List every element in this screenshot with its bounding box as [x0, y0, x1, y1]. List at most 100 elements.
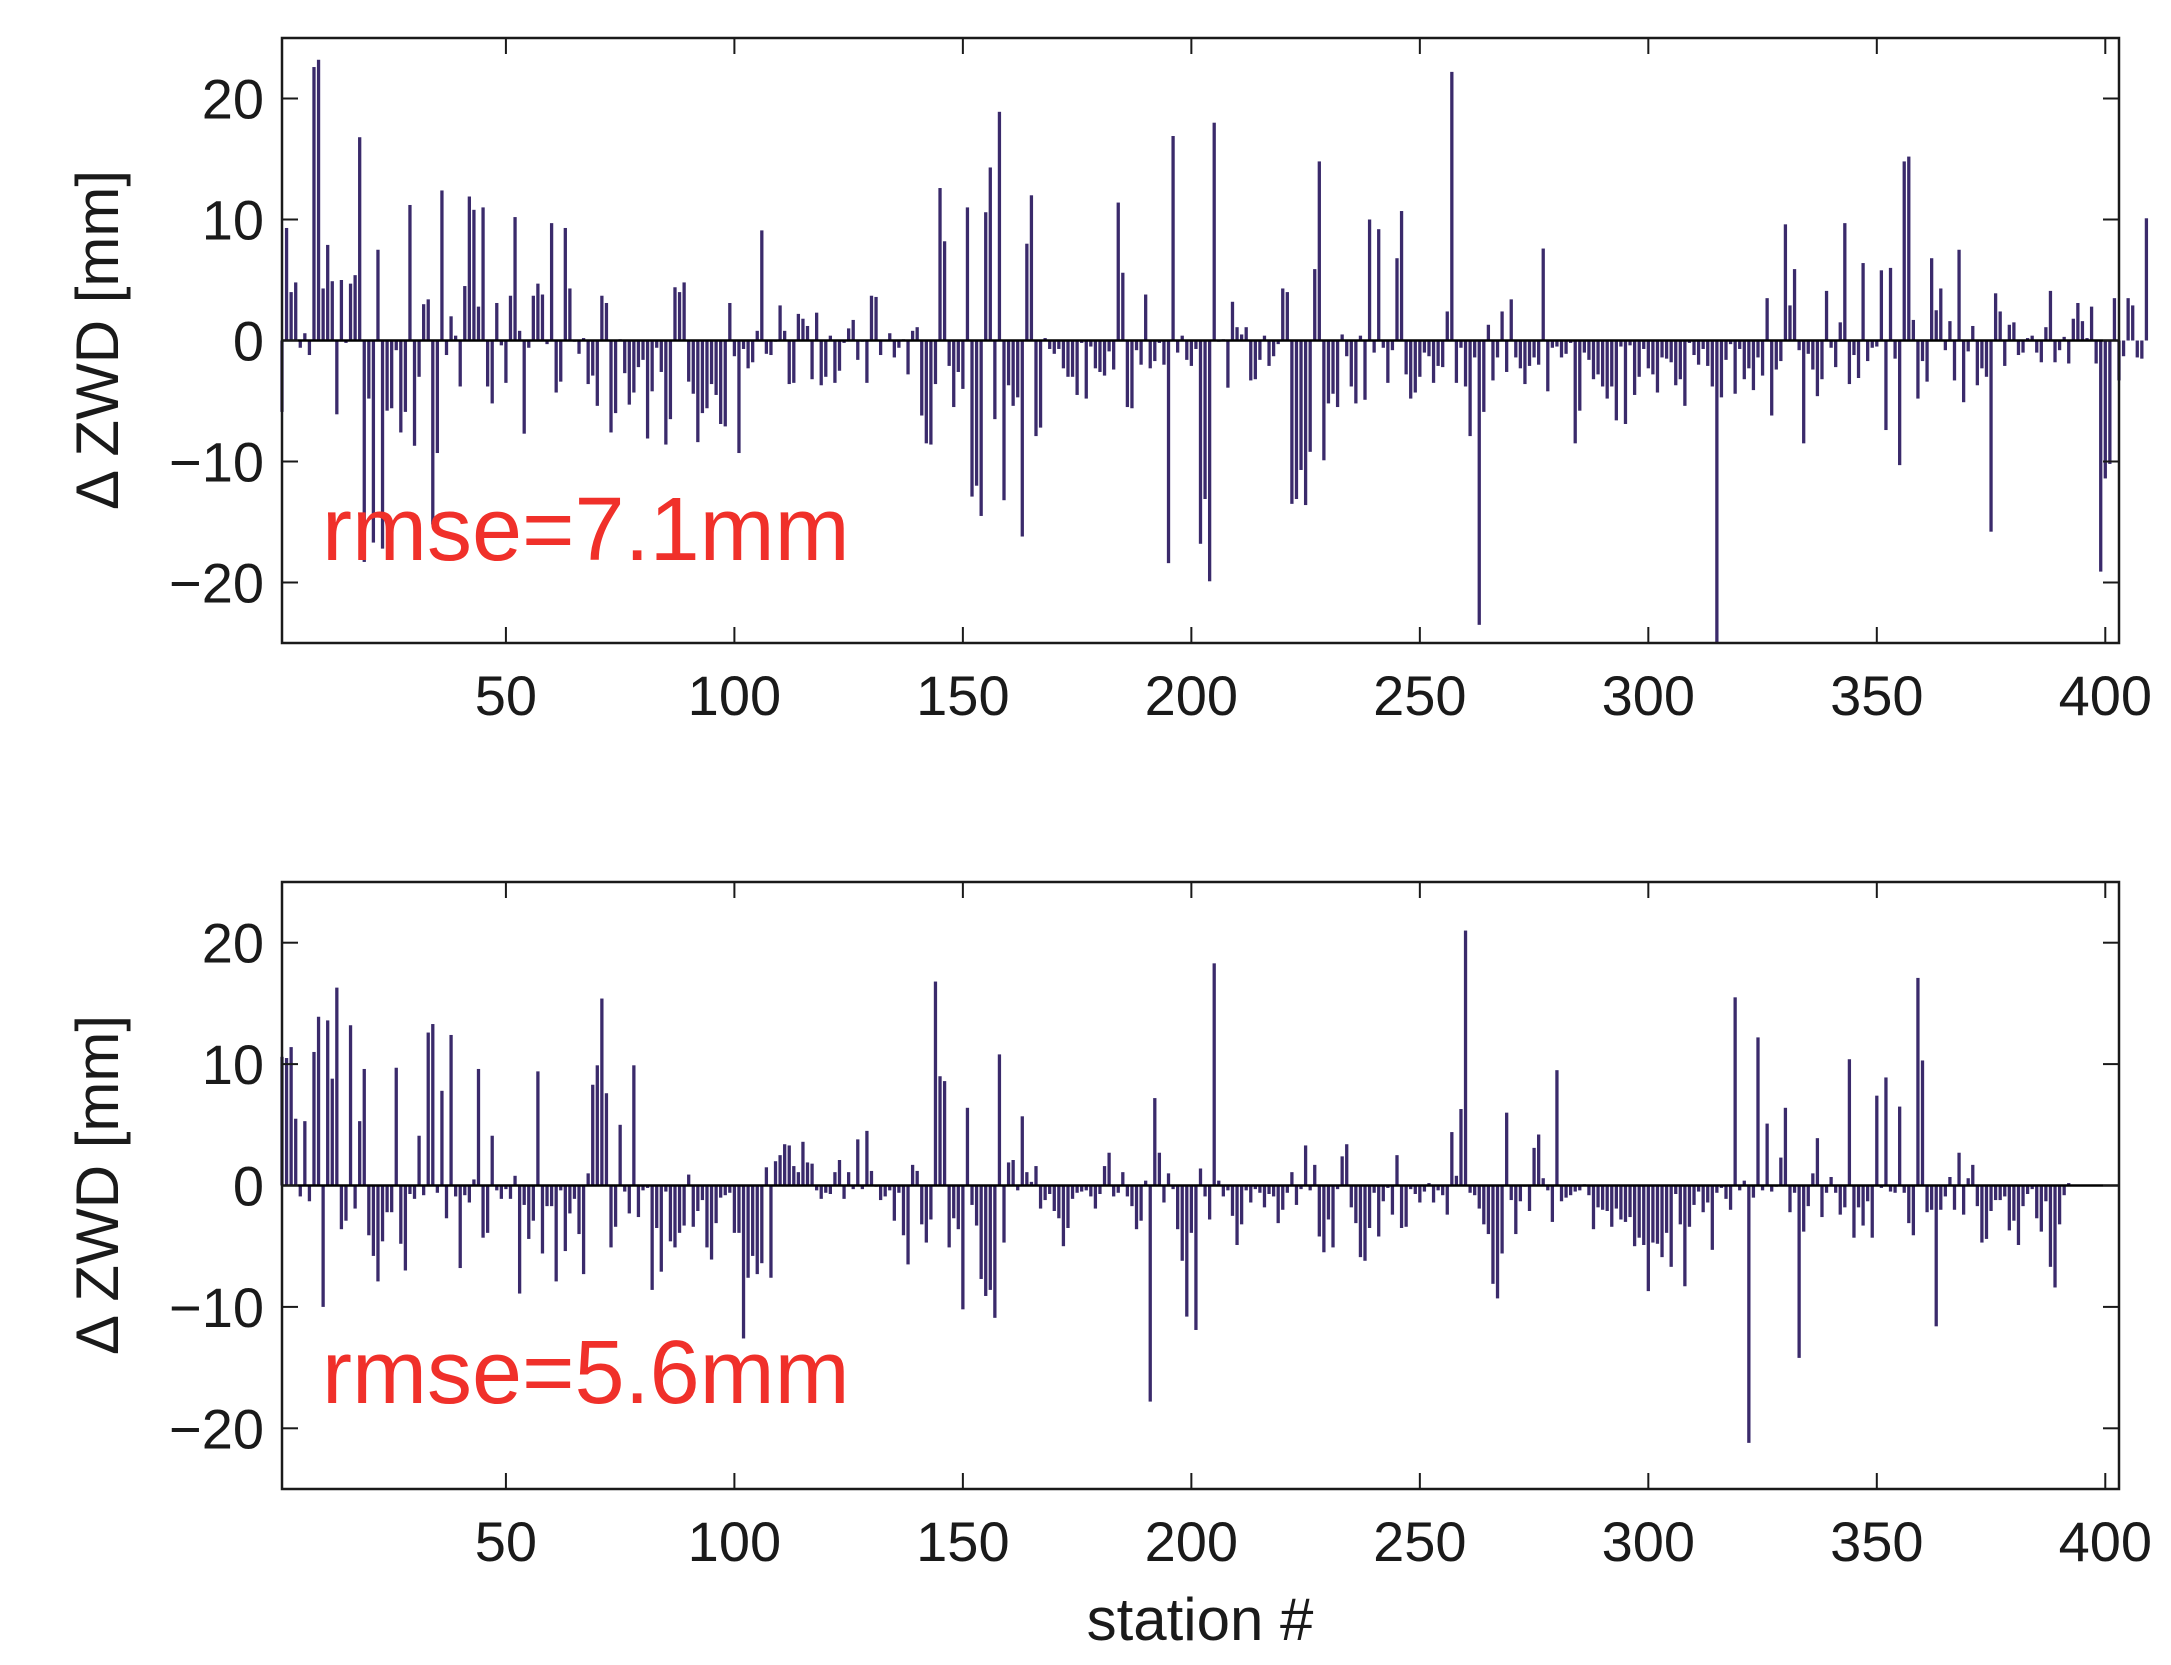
bar — [1418, 1185, 1422, 1203]
bar — [1898, 340, 1902, 466]
bar — [988, 1185, 992, 1290]
bar — [833, 1172, 837, 1186]
bar — [403, 340, 408, 412]
bar — [1226, 1185, 1230, 1191]
y-tick-label: 10 — [202, 1033, 264, 1096]
bar — [1486, 324, 1491, 341]
bar — [1153, 340, 1157, 362]
x-tick-label: 350 — [1830, 664, 1923, 727]
bar — [595, 1065, 599, 1186]
bar — [719, 340, 723, 424]
bar — [540, 294, 545, 341]
bar — [1016, 340, 1020, 398]
bar — [2062, 1185, 2066, 1196]
bar — [380, 1185, 385, 1242]
bar — [938, 188, 942, 341]
bar — [376, 249, 380, 341]
bar — [732, 340, 737, 357]
bar — [358, 137, 362, 341]
bar — [1345, 340, 1349, 357]
bar — [444, 340, 449, 356]
bar — [1966, 1178, 1970, 1186]
bar — [568, 288, 572, 341]
bar — [687, 340, 691, 382]
bar — [2035, 340, 2039, 353]
bar — [1683, 1185, 1687, 1287]
bar — [1971, 1164, 1975, 1186]
bar — [1089, 340, 1093, 347]
bar — [554, 340, 558, 393]
bar — [737, 340, 741, 454]
bar — [1267, 340, 1271, 366]
bar — [348, 1025, 353, 1186]
bar — [883, 1185, 887, 1197]
bar — [1217, 1180, 1221, 1186]
bar — [1098, 1185, 1102, 1194]
bar — [805, 1162, 810, 1186]
bar — [970, 340, 974, 497]
bar — [952, 340, 956, 408]
bar — [787, 1145, 791, 1186]
panel-bottom: 50 100 150 200 250 300 350 400 −20 −10 0 10 20 Δ ZWD… — [64, 880, 2152, 1653]
bar — [1902, 1185, 1906, 1193]
bar — [1331, 340, 1335, 394]
bar — [1212, 963, 1216, 1186]
bar — [1052, 1185, 1056, 1211]
bar — [399, 340, 403, 433]
bar — [1230, 1185, 1235, 1216]
bar — [1258, 340, 1262, 360]
bar — [1706, 340, 1710, 366]
bar — [1751, 1185, 1756, 1198]
bar — [1011, 1160, 1015, 1186]
bar — [490, 1135, 494, 1186]
bar — [1144, 1180, 1148, 1186]
bar — [1806, 340, 1810, 354]
bar — [1952, 1185, 1957, 1210]
bar — [358, 1121, 362, 1186]
bar — [1445, 311, 1449, 341]
bar — [1879, 270, 1884, 341]
bar — [1413, 1185, 1417, 1194]
ticks-bottom: 50 100 150 200 250 300 350 400 −20 −10 0 10 20 — [169, 882, 2152, 1573]
bar — [1006, 1162, 1011, 1186]
bar — [2021, 340, 2025, 353]
bar — [284, 227, 289, 341]
bar — [632, 340, 636, 393]
bar — [527, 340, 531, 348]
bar — [531, 1185, 535, 1221]
bar — [2071, 318, 2075, 341]
bar — [431, 340, 435, 525]
bar — [307, 340, 312, 356]
bar — [1061, 340, 1066, 369]
bar — [1322, 340, 1326, 461]
bar — [2053, 1185, 2057, 1288]
bar — [719, 1185, 723, 1198]
bar — [1578, 1185, 1582, 1191]
bar — [696, 340, 700, 443]
bar — [682, 282, 686, 341]
bar — [504, 1185, 508, 1190]
x-tick-label: 50 — [475, 664, 537, 727]
bar — [1550, 1185, 1555, 1222]
bar — [1934, 1185, 1938, 1327]
bar — [1870, 340, 1874, 348]
bar — [1605, 1185, 1609, 1211]
bar — [1107, 340, 1111, 352]
bar — [1244, 1185, 1248, 1191]
bar — [1555, 1070, 1559, 1186]
bar — [741, 1185, 746, 1339]
x-tick-label: 400 — [2059, 1510, 2152, 1573]
x-axis-label: station # — [1087, 1586, 1314, 1653]
bar — [1409, 1185, 1413, 1190]
bar — [545, 340, 549, 345]
bar — [1367, 219, 1372, 341]
bar — [1473, 340, 1477, 358]
bar — [1537, 340, 1541, 365]
bar — [1820, 1185, 1824, 1218]
bar — [1367, 1185, 1372, 1228]
bar — [499, 1185, 503, 1199]
bar — [970, 1185, 974, 1205]
bar — [1642, 340, 1646, 349]
bar — [1189, 340, 1194, 366]
bar — [2030, 335, 2034, 341]
